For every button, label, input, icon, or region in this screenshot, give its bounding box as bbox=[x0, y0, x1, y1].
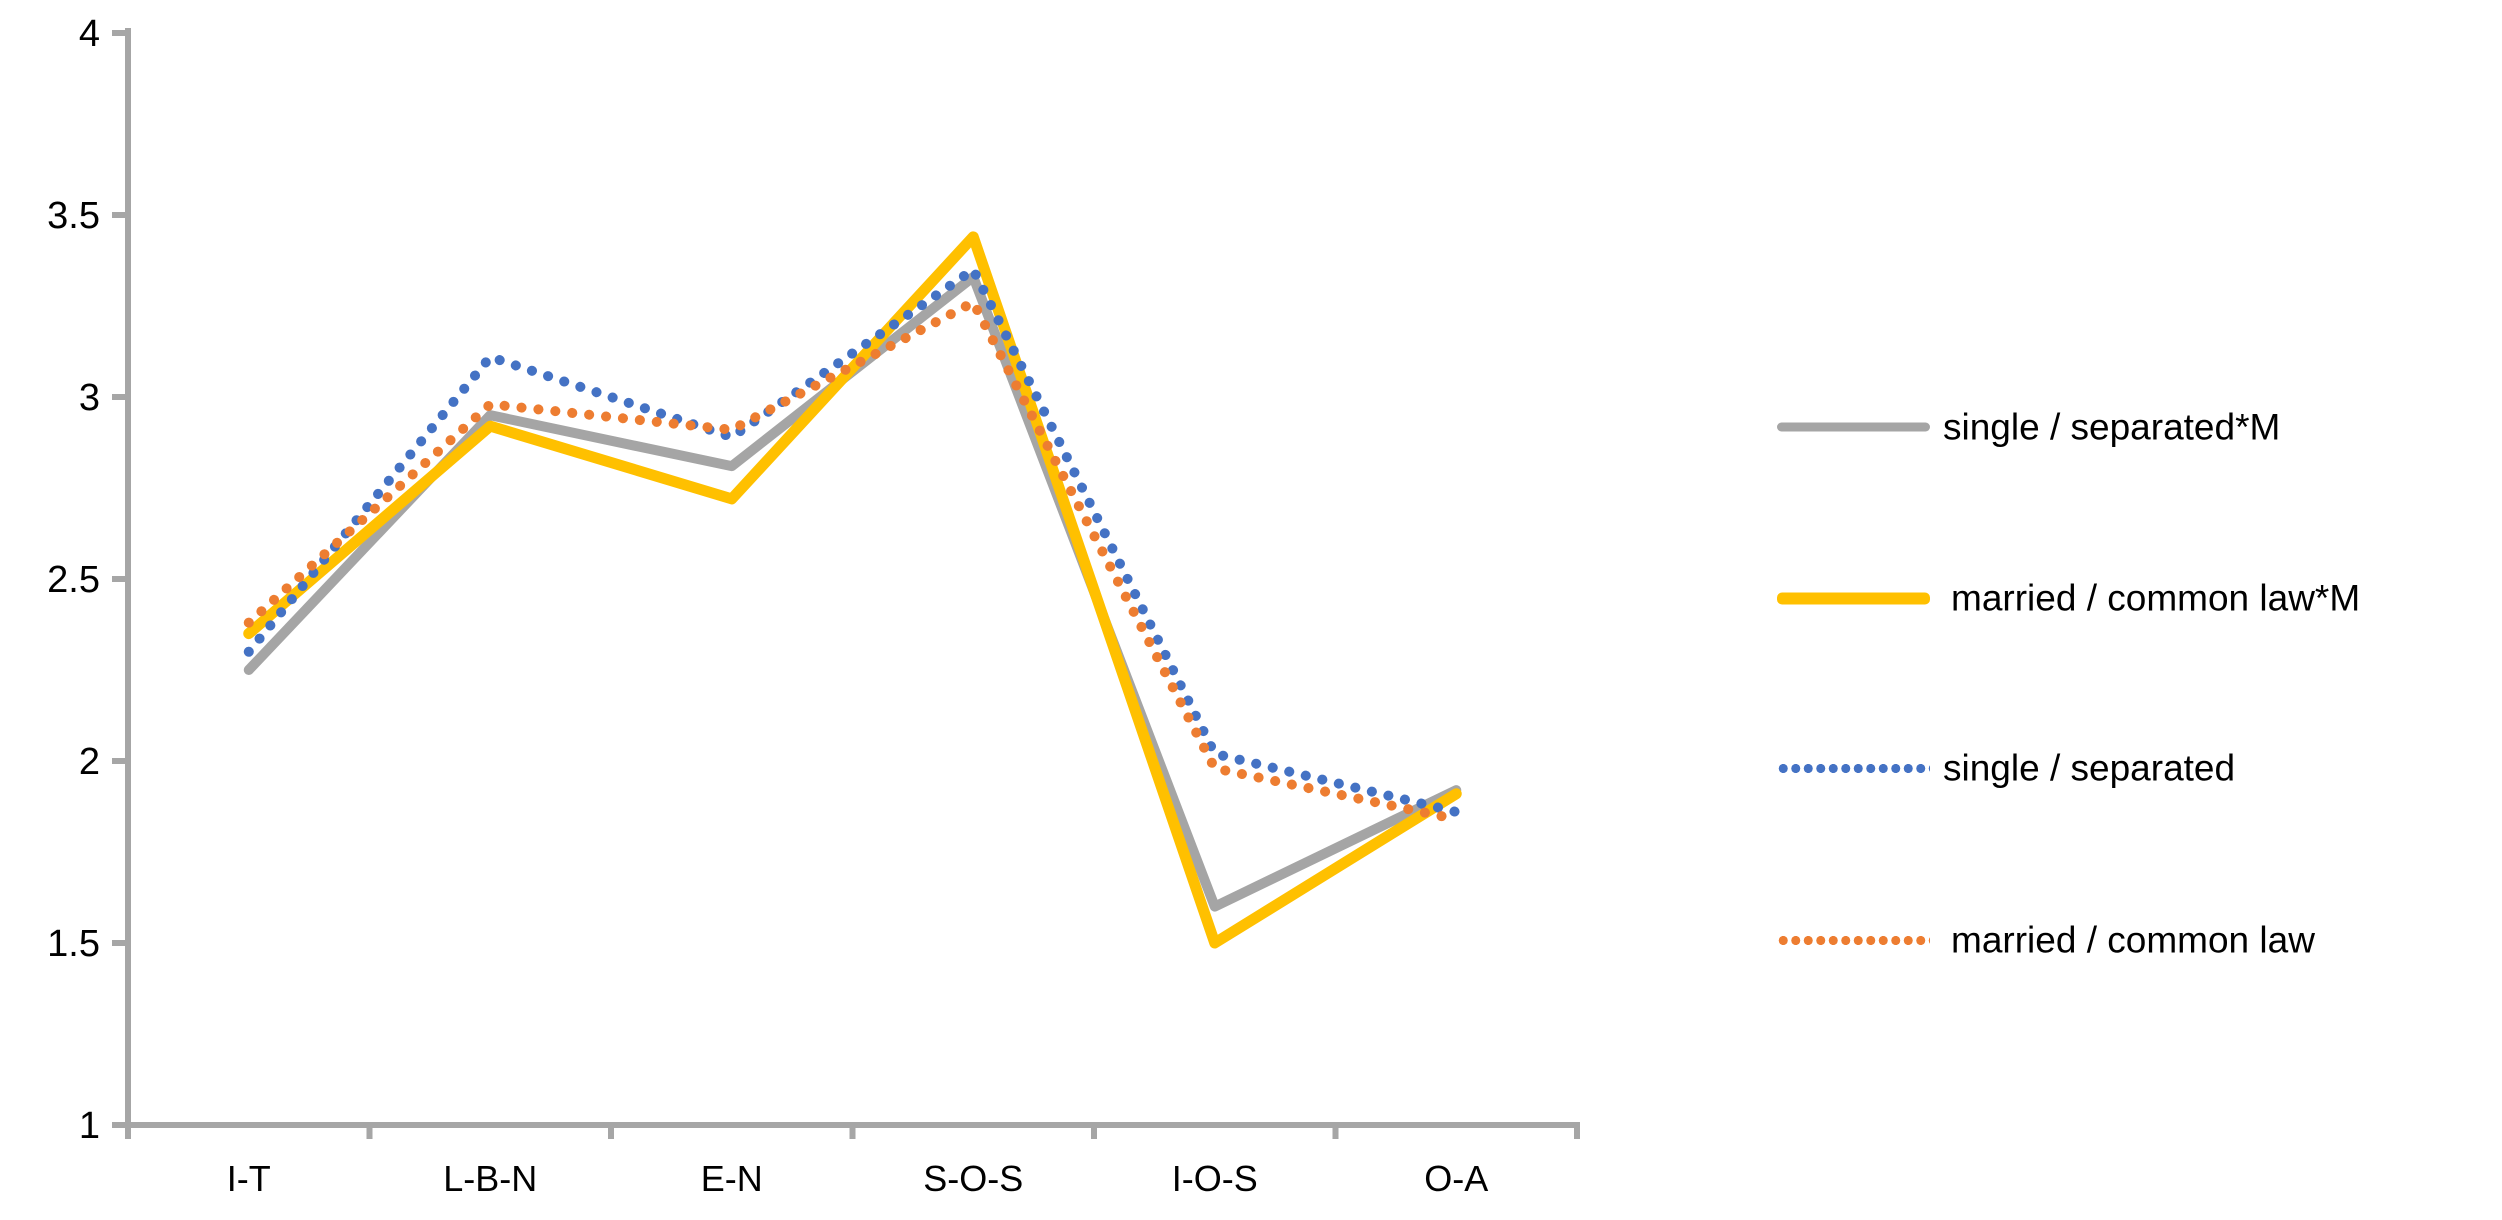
legend-item-single-separated: single / separated bbox=[1777, 750, 2235, 787]
y-axis-tick-label: 2 bbox=[79, 741, 100, 783]
y-axis-tick-label: 3 bbox=[79, 377, 100, 419]
legend-item-married-common-law: married / common law bbox=[1777, 922, 2315, 959]
series-line-single-separated bbox=[243, 264, 1462, 817]
x-axis-category-label: I-T bbox=[227, 1158, 271, 1199]
y-axis-tick-label: 1.5 bbox=[47, 923, 100, 965]
y-axis-tick-label: 4 bbox=[79, 13, 100, 55]
legend-swatch-blue-dotted-line bbox=[1777, 763, 1930, 773]
x-axis-category-label: O-A bbox=[1424, 1158, 1488, 1199]
y-axis-tick-label: 2.5 bbox=[47, 559, 100, 601]
legend-label: single / separated bbox=[1943, 747, 2236, 789]
x-axis-category-label: L-B-N bbox=[443, 1158, 537, 1199]
x-axis-category-label: S-O-S bbox=[923, 1158, 1023, 1199]
legend-swatch-yellow-solid-line bbox=[1777, 592, 1930, 604]
y-axis-tick-label: 3.5 bbox=[47, 195, 100, 237]
legend-swatch-gray-solid-line bbox=[1777, 422, 1930, 432]
legend-label: married / common law*M bbox=[1951, 577, 2361, 619]
legend: single / separated*M married / common la… bbox=[1777, 0, 2477, 1220]
y-axis-tick-label: 1 bbox=[79, 1105, 100, 1147]
legend-swatch-orange-dotted-line bbox=[1777, 935, 1930, 945]
x-axis-category-label: E-N bbox=[701, 1158, 763, 1199]
legend-item-single-separated-m: single / separated*M bbox=[1777, 409, 2280, 446]
series-line-married-common-law-m bbox=[243, 231, 1462, 949]
x-axis-category-label: I-O-S bbox=[1172, 1158, 1258, 1199]
legend-label: single / separated*M bbox=[1943, 406, 2281, 448]
legend-item-married-common-law-m: married / common law*M bbox=[1777, 580, 2360, 617]
legend-label: married / common law bbox=[1951, 919, 2315, 961]
series-line-married-common-law bbox=[243, 297, 1462, 825]
